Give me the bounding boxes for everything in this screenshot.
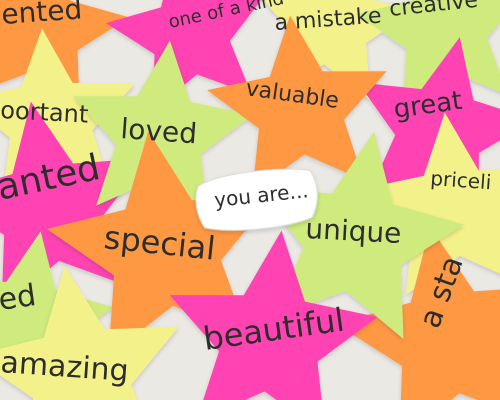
word-oortant: oortant (0, 96, 89, 129)
word-unique: unique (305, 212, 403, 250)
word-priceli: priceli (430, 166, 492, 194)
word-loved: loved (120, 112, 199, 150)
paper-note (195, 168, 318, 231)
word-ented: ented (0, 0, 83, 31)
word-ed: ed (0, 278, 38, 318)
